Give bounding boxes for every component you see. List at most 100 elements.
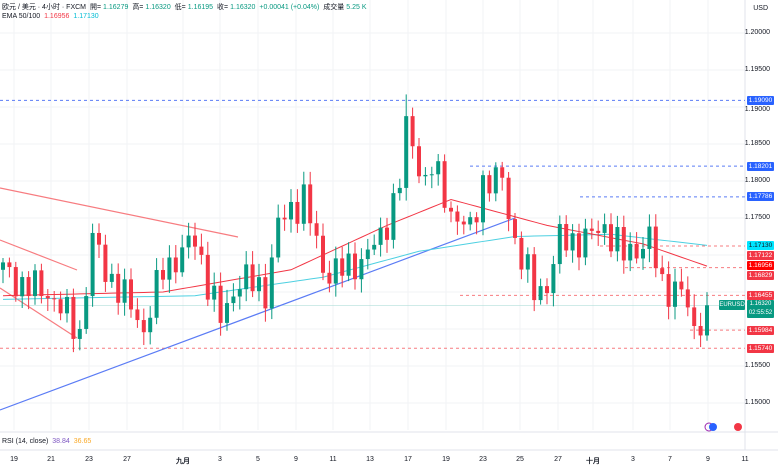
rsi-legend[interactable]: RSI (14, close) 38.84 36.65 [2,438,93,445]
candle [314,223,319,236]
candle [557,224,562,265]
candle [1,262,5,270]
candle [621,227,626,261]
price-axis-label: 1.18500 [744,140,770,147]
candle [532,254,537,301]
candle [244,264,249,290]
price-tag: 1.19090 [747,95,774,105]
candle [26,277,31,297]
candle [39,270,44,297]
candle [487,175,492,194]
candle [263,277,268,309]
candle [525,254,530,270]
candle [52,298,57,300]
candle [589,228,594,231]
candle [237,289,242,297]
candle [634,243,639,259]
current-price-tag: 1.16320 02:55:52 [747,300,774,319]
price-tag: 1.16829 [747,270,774,280]
open-value: 1.16279 [103,4,129,11]
candle [148,317,153,333]
candle [647,226,652,249]
candle [231,296,236,304]
time-axis-label: 27 [554,456,562,463]
candle [308,184,313,224]
candle [269,257,274,309]
close-value: 1.16320 [230,4,256,11]
open-label: 開= [89,4,102,11]
candle [84,296,89,329]
volume-label: 成交量 [323,4,345,11]
candle [429,174,434,176]
candle [58,299,63,314]
candle [129,279,133,310]
ema50-value: 1.16956 [44,13,70,20]
candle [404,116,409,188]
candle [641,248,645,259]
time-axis-label: 17 [404,456,412,463]
candle [570,233,575,251]
currency-label[interactable]: USD [753,5,768,12]
candle [71,296,76,339]
bar-countdown: 02:55:52 [748,310,773,317]
candle [564,224,569,251]
symbol-label: 欧元 / 美元 · 4小时 · FXCM [2,4,86,11]
resistance-line [0,187,239,238]
symbol-info: 欧元 / 美元 · 4小时 · FXCM 開= 1.16279 高= 1.16320… [2,2,369,12]
candle [180,247,185,273]
candle [321,235,325,273]
time-axis-label: 7 [668,456,672,463]
candle [340,258,345,276]
candle [365,249,370,260]
price-tag: 1.17122 [747,250,774,260]
candle [77,328,82,339]
time-axis-label: 27 [123,456,131,463]
candle [333,258,338,284]
candle [468,217,473,225]
candle [20,277,25,297]
candle [372,244,377,250]
candle [109,273,114,282]
price-tag: 1.17786 [747,192,774,202]
candle [7,262,12,268]
price-axis-label: 1.19000 [744,105,770,113]
candle [602,224,607,233]
candle [653,226,658,269]
close-label: 收= [217,4,229,11]
candle [116,273,121,303]
candle [551,264,556,294]
candle [545,286,549,294]
time-axis-label: 9 [294,456,298,463]
high-label: 高= [132,4,144,11]
candle [327,272,332,284]
candle [685,289,690,308]
price-tag: 1.15984 [747,325,774,335]
candle [423,174,428,177]
candle [596,230,601,233]
candle [282,217,287,220]
time-axis-label: 25 [516,456,524,463]
candle [359,259,364,280]
rsi-ma-value: 36.65 [73,438,92,445]
candle [205,254,210,300]
candle [692,307,697,327]
candle [122,279,127,303]
rsi-label: RSI (14, close) [2,438,49,445]
candle [193,235,197,247]
candle [378,227,383,245]
ema-legend[interactable]: EMA 50/100 1.16956 1.17130 [2,13,101,20]
candle [135,309,140,321]
channel-upper-line [0,239,78,271]
candle [161,270,165,280]
candle [154,270,159,318]
channel-lower-line [0,287,78,339]
candle [673,281,677,307]
candle [33,270,37,297]
candle [45,296,50,299]
price-tag: 1.15740 [747,343,774,353]
change-value: +0.00041 (+0.04%) [259,4,320,11]
candle [519,237,524,270]
low-label: 低= [174,4,186,11]
symbol-tag: EURUSD [719,300,745,311]
